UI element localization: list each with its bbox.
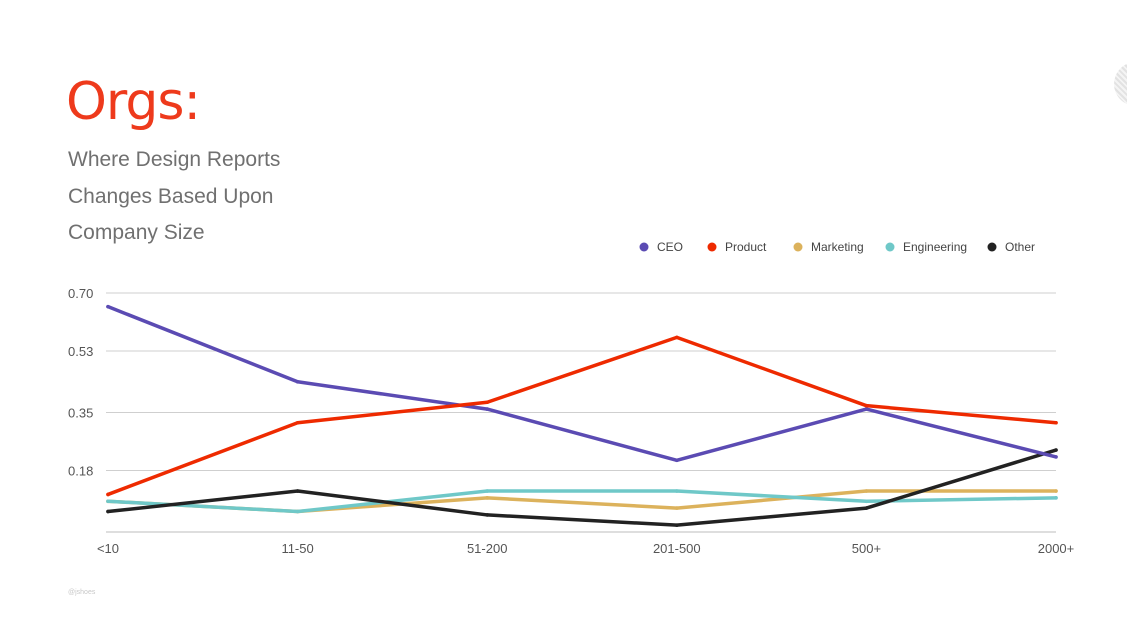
y-tick-label-2: 0.35 [68, 406, 93, 421]
slide-title: Orgs: [66, 72, 201, 132]
legend-marker-marketing [793, 242, 803, 252]
data-point-engineering-5 [1054, 496, 1058, 500]
data-point-marketing-4 [864, 489, 869, 493]
data-point-product-4 [864, 403, 869, 408]
slide-subtitle: Where Design Reports Changes Based Upon … [68, 142, 328, 252]
series-line-product [106, 335, 1058, 497]
data-point-ceo-4 [864, 407, 869, 411]
data-point-other-1 [295, 489, 300, 493]
data-point-other-3 [675, 523, 679, 527]
data-point-other-0 [106, 509, 110, 514]
data-point-product-3 [675, 335, 679, 340]
legend-label-marketing: Marketing [811, 240, 864, 254]
data-point-ceo-1 [295, 379, 300, 384]
data-point-engineering-3 [675, 489, 679, 493]
data-point-product-0 [106, 492, 110, 497]
series-line-ceo [106, 304, 1058, 463]
data-point-engineering-1 [295, 509, 300, 514]
data-point-marketing-3 [675, 506, 679, 510]
y-tick-label-3: 0.18 [68, 464, 93, 479]
data-point-product-1 [295, 420, 300, 425]
x-tick-label-3: 201-500 [653, 541, 701, 556]
data-point-ceo-0 [106, 304, 110, 309]
x-tick-label-2: 51-200 [467, 541, 507, 556]
x-tick-label-5: 2000+ [1038, 541, 1075, 556]
data-point-ceo-5 [1054, 455, 1058, 459]
subtitle-line-1: Where Design Reports [68, 148, 281, 171]
x-tick-label-1: 11-50 [281, 541, 313, 556]
data-point-product-5 [1054, 420, 1058, 425]
data-point-ceo-2 [485, 407, 490, 411]
legend-marker-product [707, 242, 717, 252]
data-point-ceo-3 [675, 458, 679, 463]
data-point-product-2 [485, 400, 490, 405]
y-tick-label-0: 0.70 [68, 286, 93, 301]
x-tick-label-0: <10 [97, 541, 119, 556]
data-point-engineering-4 [864, 499, 869, 504]
series-line-other [106, 448, 1058, 527]
legend-label-engineering: Engineering [903, 240, 967, 254]
data-point-other-2 [485, 513, 490, 517]
data-point-marketing-2 [485, 496, 490, 500]
data-point-engineering-0 [106, 499, 110, 504]
slide-credit: @jshoes [68, 589, 96, 596]
data-point-other-5 [1054, 448, 1058, 452]
data-point-marketing-5 [1054, 489, 1058, 493]
legend-marker-other [987, 242, 997, 252]
subtitle-line-3: Company Size [68, 221, 205, 244]
legend-label-ceo: CEO [657, 240, 683, 254]
data-point-engineering-2 [485, 489, 490, 493]
legend-marker-engineering [885, 242, 895, 252]
data-point-other-4 [864, 506, 869, 510]
x-tick-label-4: 500+ [852, 541, 881, 556]
corner-decoration [1114, 62, 1127, 106]
legend-label-product: Product [725, 240, 767, 254]
series-line-engineering [106, 489, 1058, 514]
legend-label-other: Other [1005, 240, 1035, 254]
subtitle-line-2: Changes Based Upon [68, 184, 274, 208]
y-tick-label-1: 0.53 [68, 344, 93, 359]
legend-marker-ceo [639, 242, 649, 252]
